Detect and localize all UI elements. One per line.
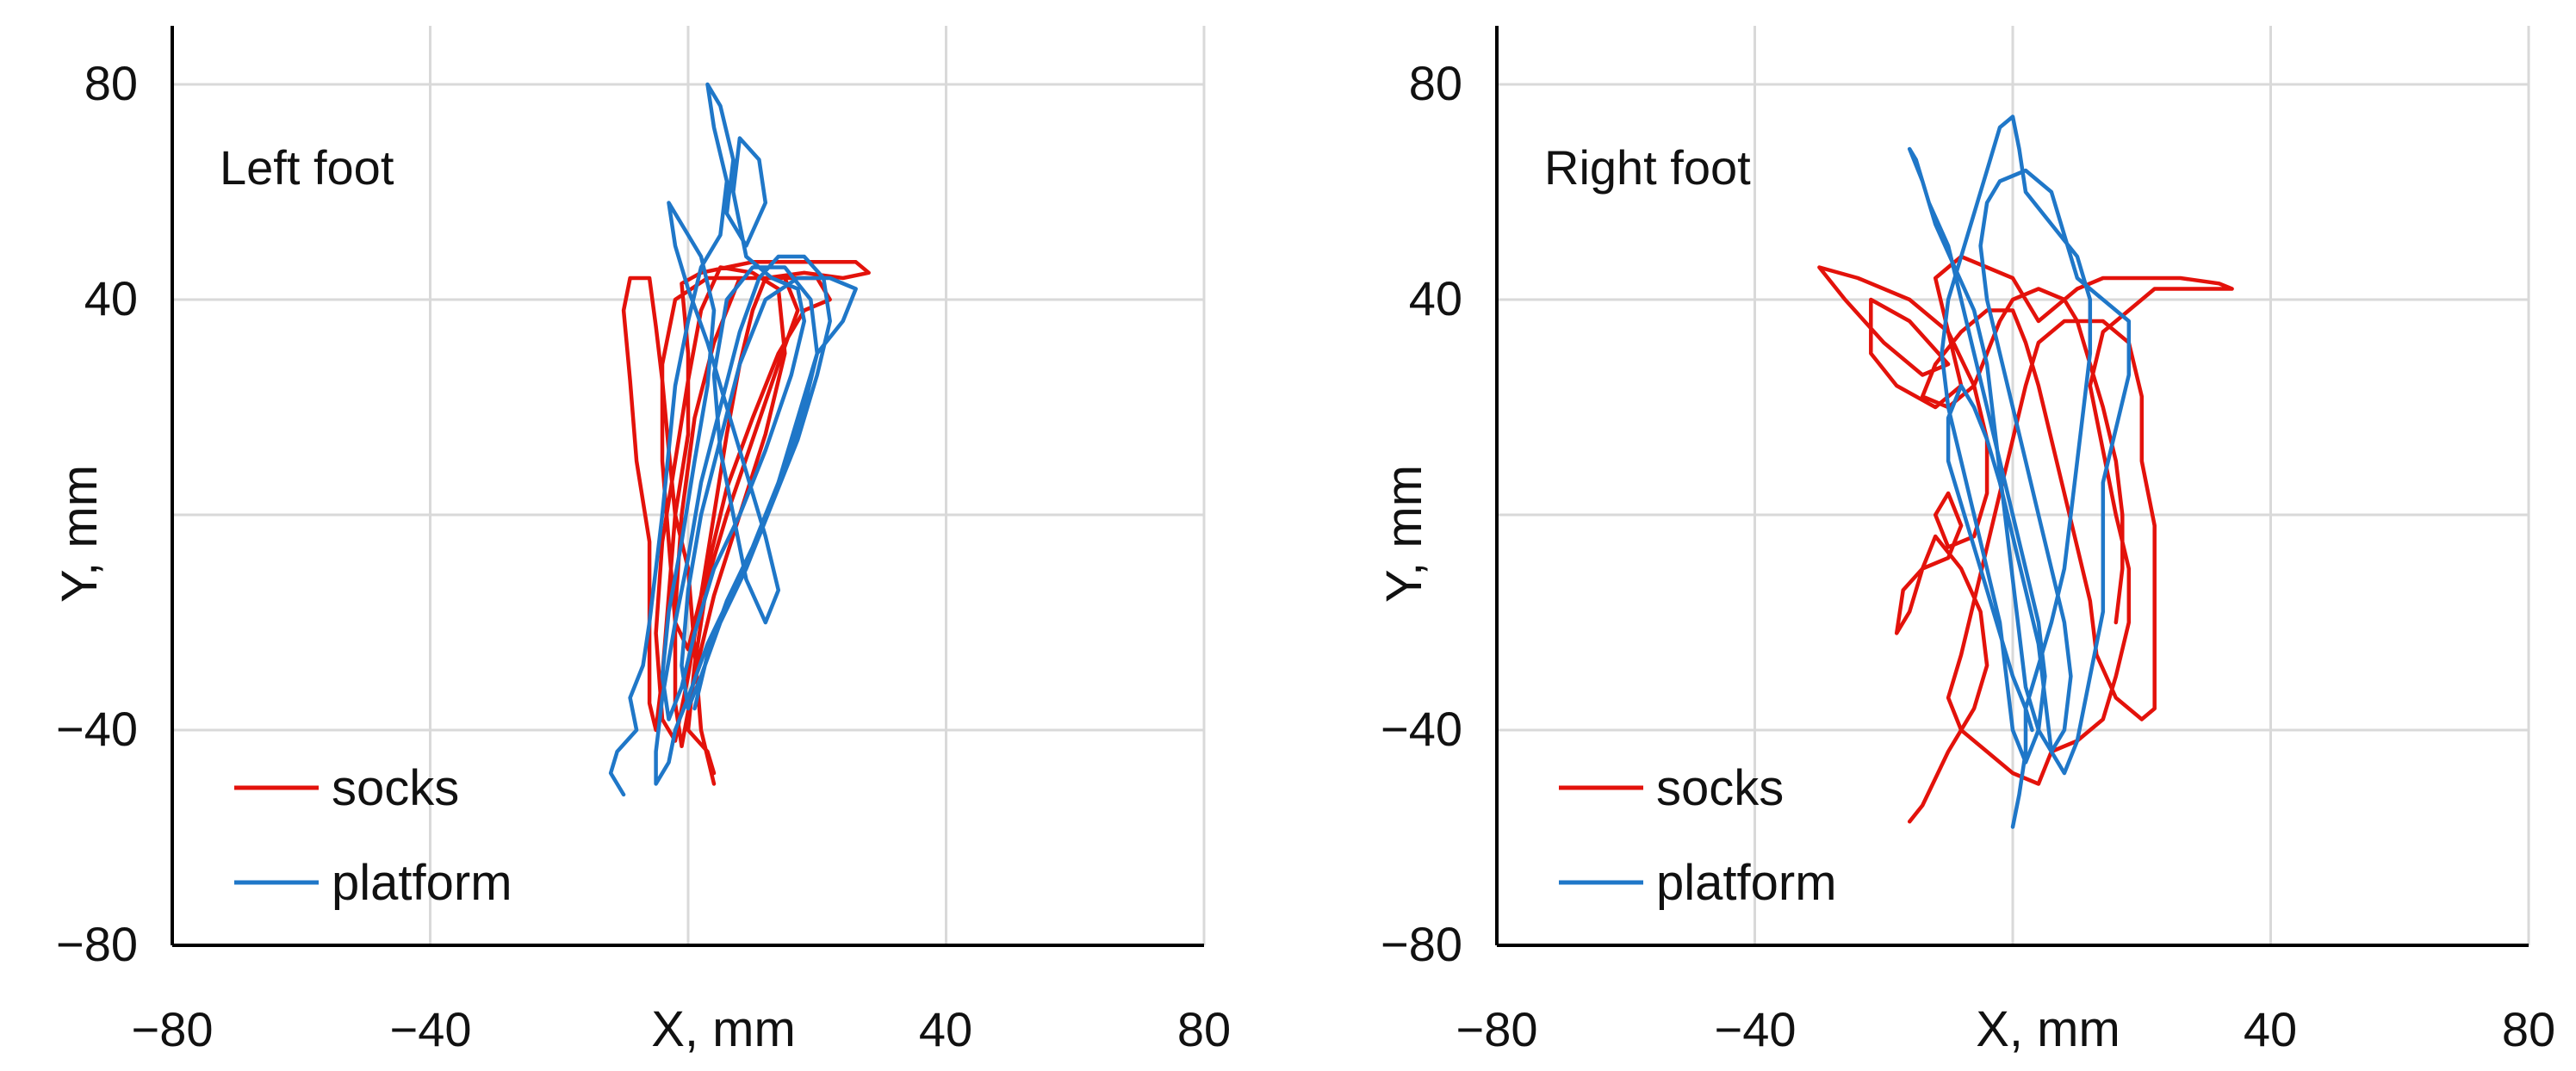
left-foot-traces bbox=[608, 82, 871, 797]
left-foot-y-ticks: 80 40 −40 −80 bbox=[56, 56, 138, 971]
left-foot-panel: 80 40 −40 −80 −80 −40 40 80 X, mm Y, mm … bbox=[52, 26, 1231, 1057]
y-tick-label: −80 bbox=[56, 917, 138, 971]
x-tick-label: 80 bbox=[1177, 1002, 1231, 1056]
right-foot-legend: socks platform bbox=[1559, 760, 1837, 911]
legend-label-socks: socks bbox=[332, 760, 459, 816]
x-tick-label: −80 bbox=[132, 1002, 214, 1056]
right-foot-x-ticks: −80 −40 40 80 bbox=[1456, 1002, 2556, 1056]
right-foot-panel: 80 40 −40 −80 −80 −40 40 80 X, mm Y, mm … bbox=[1376, 26, 2555, 1057]
legend-label-platform: platform bbox=[332, 855, 512, 911]
series-line-socks bbox=[1817, 254, 2234, 824]
x-tick-label: −40 bbox=[1715, 1002, 1797, 1056]
left-foot-y-axis-title: Y, mm bbox=[52, 465, 108, 603]
series-line-socks bbox=[621, 260, 871, 786]
legend-label-socks: socks bbox=[1656, 760, 1784, 816]
left-foot-panel-title: Left foot bbox=[220, 140, 394, 195]
x-tick-label: −40 bbox=[390, 1002, 472, 1056]
right-foot-y-ticks: 80 40 −40 −80 bbox=[1381, 56, 1462, 971]
y-tick-label: 80 bbox=[1409, 56, 1462, 110]
right-foot-y-axis-title: Y, mm bbox=[1376, 465, 1432, 603]
y-tick-label: 40 bbox=[84, 271, 138, 325]
x-tick-label: 40 bbox=[919, 1002, 972, 1056]
x-tick-label: 80 bbox=[2502, 1002, 2555, 1056]
x-tick-label: −80 bbox=[1456, 1002, 1538, 1056]
left-foot-x-ticks: −80 −40 40 80 bbox=[132, 1002, 1232, 1056]
y-tick-label: −80 bbox=[1381, 917, 1462, 971]
right-foot-traces bbox=[1817, 115, 2234, 829]
legend-label-platform: platform bbox=[1656, 855, 1837, 911]
series-line-platform bbox=[1907, 115, 2132, 829]
y-tick-label: −40 bbox=[1381, 702, 1462, 756]
series-line-platform bbox=[608, 82, 858, 797]
y-tick-label: 80 bbox=[84, 56, 138, 110]
left-foot-x-axis-title: X, mm bbox=[651, 1001, 796, 1057]
y-tick-label: −40 bbox=[56, 702, 138, 756]
y-tick-label: 40 bbox=[1409, 271, 1462, 325]
right-foot-panel-title: Right foot bbox=[1544, 140, 1751, 195]
right-foot-gridlines bbox=[1497, 26, 2530, 945]
left-foot-legend: socks platform bbox=[234, 760, 512, 911]
x-tick-label: 40 bbox=[2244, 1002, 2297, 1056]
right-foot-x-axis-title: X, mm bbox=[1976, 1001, 2120, 1057]
